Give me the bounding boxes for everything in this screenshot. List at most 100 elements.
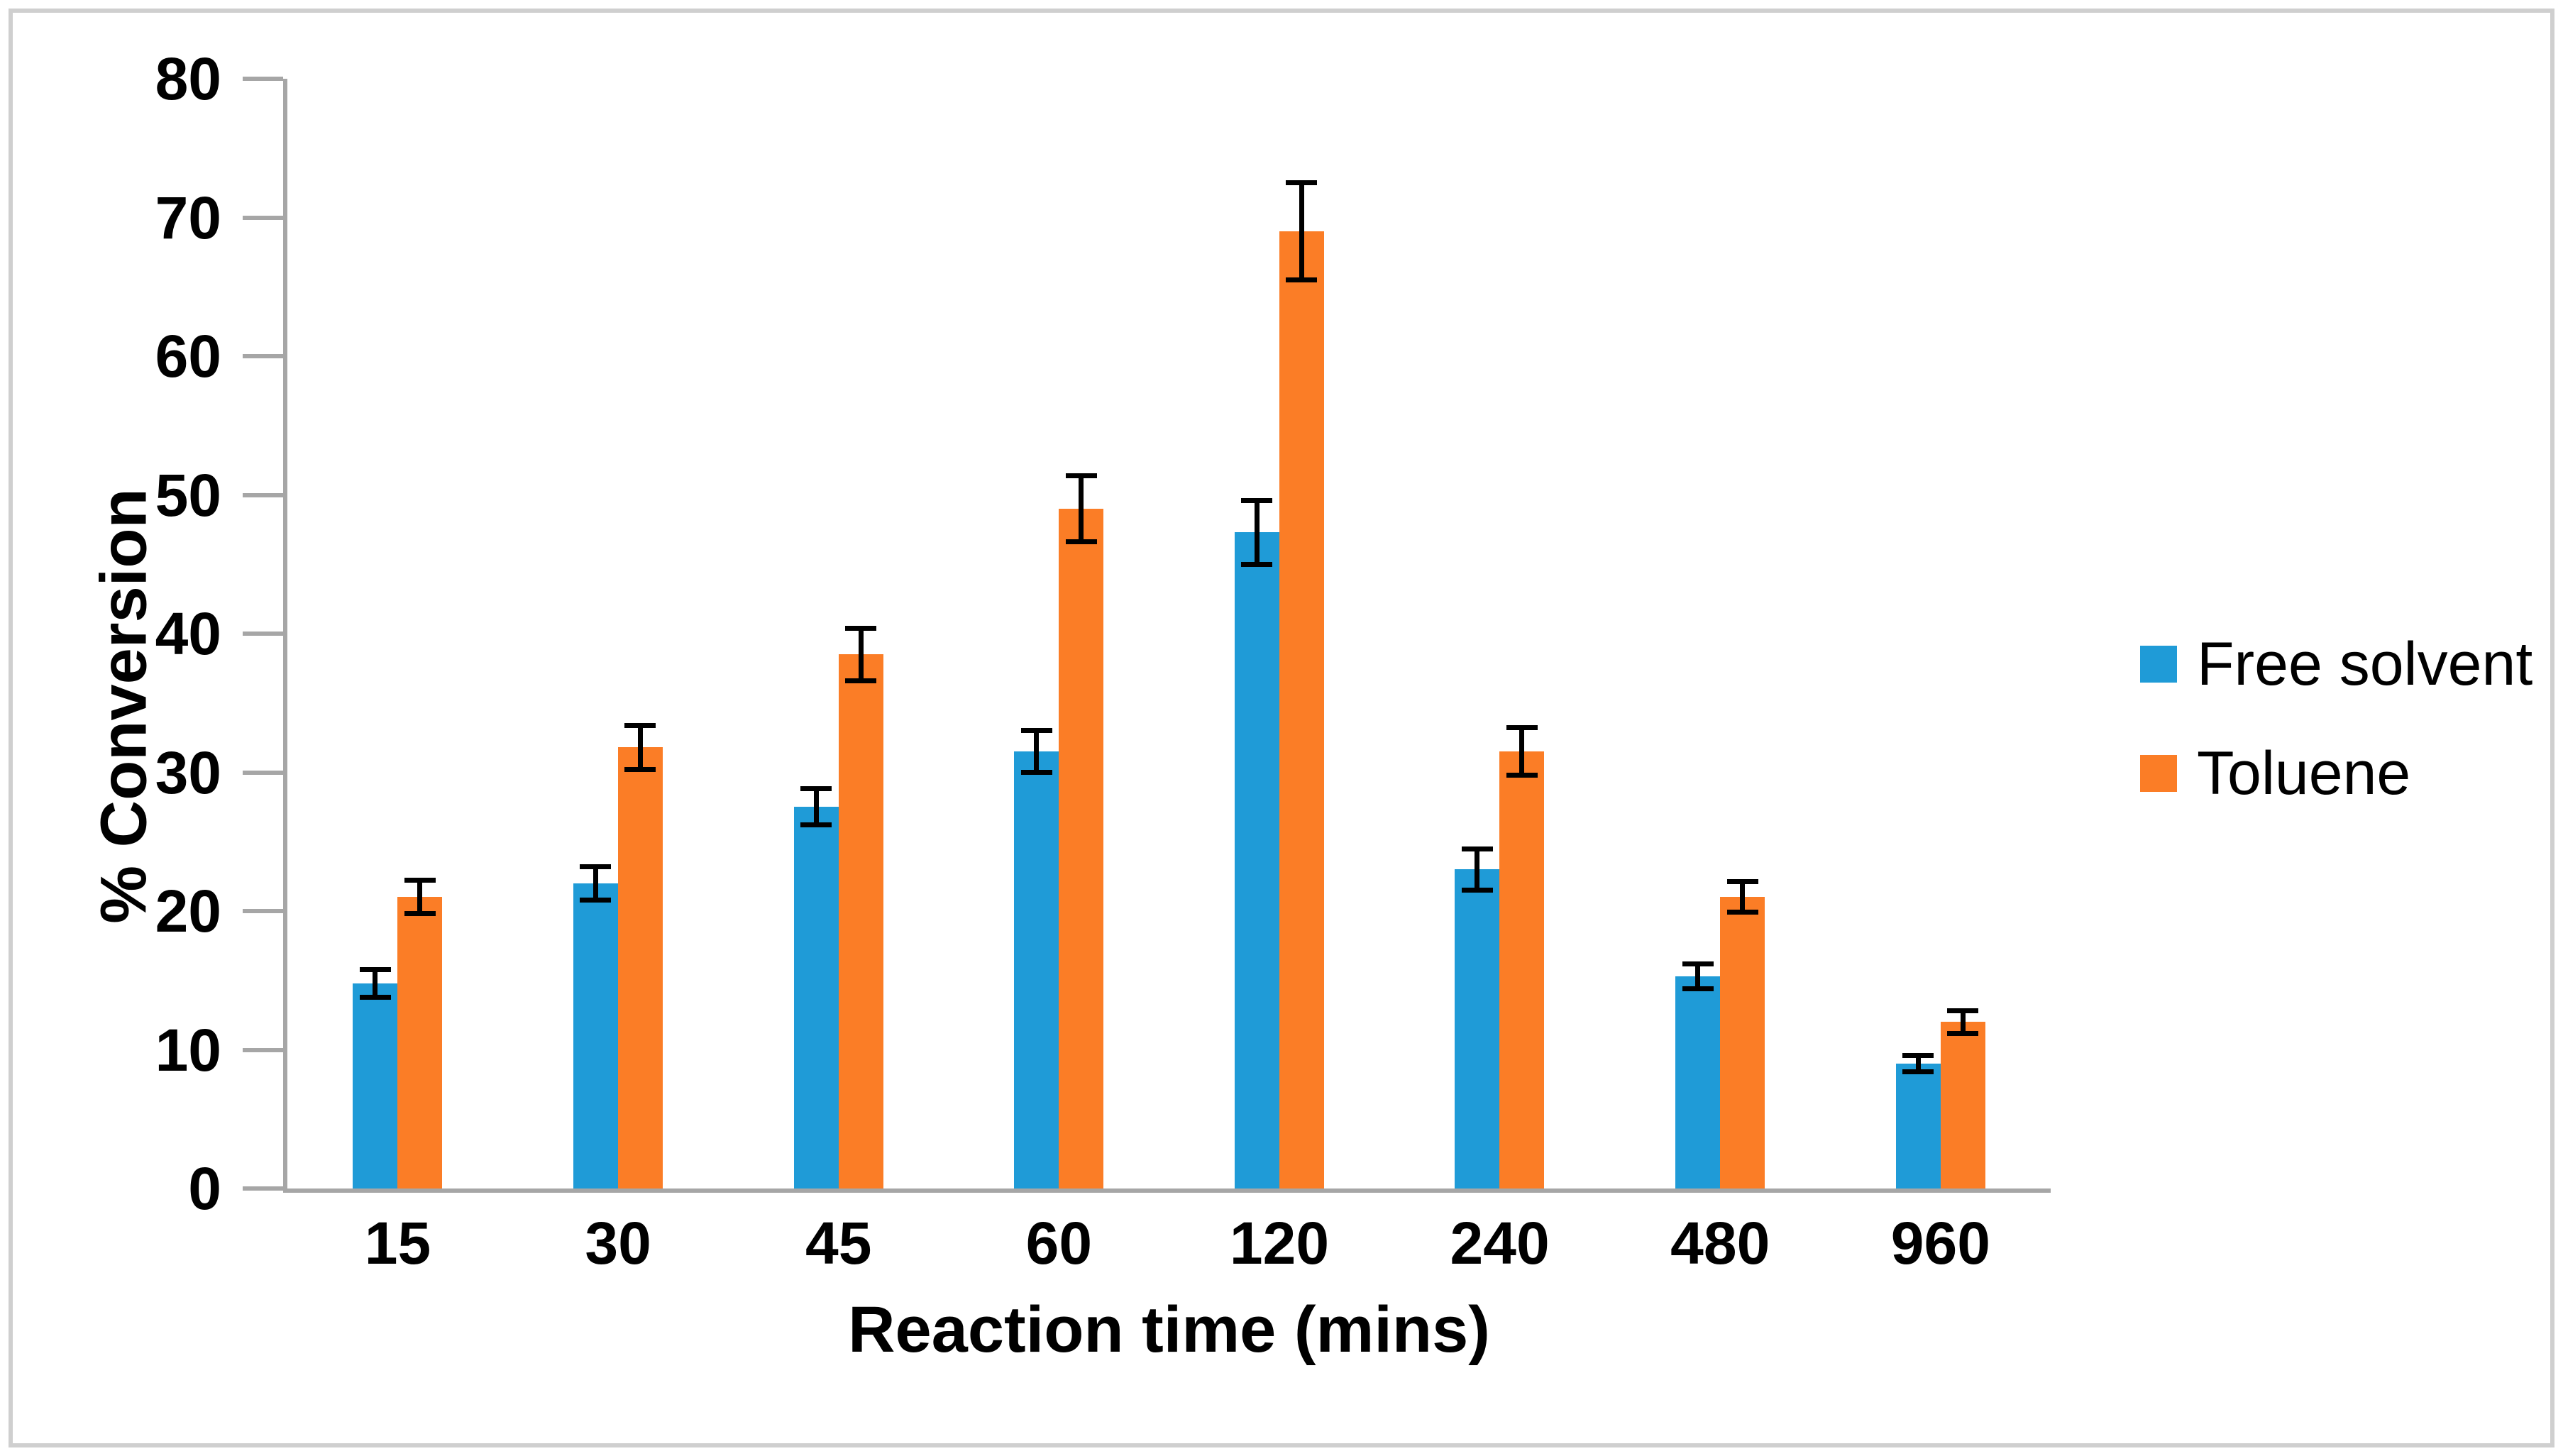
y-axis-line [283,79,287,1193]
error-bar-cap-top [1506,725,1538,731]
y-tick-mark [243,632,283,636]
chart-border [9,9,2554,1447]
bar-toluene-30 [617,747,663,1188]
bar-free-solvent-45 [793,807,839,1188]
error-bar-cap-bottom [1286,277,1318,282]
y-tick-label: 60 [155,323,221,390]
bar-toluene-120 [1279,231,1324,1188]
y-tick-mark [243,354,283,358]
error-bar-free-solvent-120 [1254,500,1260,565]
legend-label-toluene: Toluene [2197,739,2411,807]
error-bar-cap-bottom [1682,986,1714,991]
error-bar-cap-bottom [1020,770,1052,775]
error-bar-cap-top [1286,180,1318,186]
error-bar-toluene-15 [417,880,423,914]
legend-item-free-solvent: Free solvent [2140,630,2533,698]
error-bar-cap-bottom [845,678,877,683]
error-bar-free-solvent-60 [1034,730,1040,773]
error-bar-cap-bottom [1947,1030,1979,1036]
error-bar-cap-bottom [1241,561,1273,567]
y-tick-label: 50 [155,461,221,529]
bar-toluene-240 [1499,751,1545,1188]
y-tick-mark [243,909,283,913]
y-tick-mark [243,215,283,220]
x-tick-label: 120 [1229,1210,1330,1276]
legend-item-toluene: Toluene [2140,739,2532,807]
error-bar-cap-bottom [1461,888,1493,893]
y-tick-mark [243,1186,283,1191]
error-bar-cap-bottom [580,897,612,903]
error-bar-cap-top [1241,497,1273,503]
error-bar-toluene-60 [1079,475,1084,542]
error-bar-cap-top [845,625,877,631]
error-bar-free-solvent-240 [1475,849,1480,890]
x-tick-label: 480 [1670,1210,1770,1276]
y-tick-label: 70 [155,184,221,251]
error-bar-free-solvent-960 [1915,1055,1921,1072]
y-tick-label: 20 [155,878,221,944]
bar-free-solvent-120 [1234,532,1279,1188]
error-bar-free-solvent-480 [1695,964,1701,989]
error-bar-cap-top [1461,846,1493,851]
error-bar-cap-bottom [800,822,832,828]
legend-label-free-solvent: Free solvent [2197,630,2533,698]
y-tick-label: 0 [188,1155,221,1222]
error-bar-free-solvent-30 [592,866,598,900]
y-tick-label: 40 [155,600,221,667]
error-bar-cap-top [580,864,612,869]
bar-toluene-15 [397,897,443,1188]
error-bar-cap-bottom [1902,1069,1934,1075]
legend: Free solvent Toluene [2140,630,2533,861]
error-bar-free-solvent-15 [373,969,378,998]
y-tick-mark [243,492,283,497]
error-bar-cap-bottom [404,911,436,917]
error-bar-cap-top [1726,879,1758,885]
bar-free-solvent-240 [1455,869,1500,1188]
y-tick-mark [243,1047,283,1052]
legend-swatch-free-solvent [2140,646,2177,683]
error-bar-cap-top [359,966,391,972]
x-tick-label: 60 [1025,1210,1093,1276]
error-bar-cap-bottom [1726,910,1758,915]
bar-free-solvent-960 [1895,1064,1941,1188]
error-bar-cap-top [1065,473,1097,478]
error-bar-toluene-480 [1740,881,1746,912]
error-bar-toluene-240 [1519,727,1525,776]
x-tick-label: 240 [1450,1210,1550,1276]
error-bar-cap-top [404,878,436,883]
error-bar-toluene-30 [637,725,643,770]
y-tick-label: 80 [155,45,221,112]
error-bar-cap-bottom [1506,772,1538,778]
bar-free-solvent-30 [573,883,618,1188]
bar-free-solvent-15 [353,983,398,1188]
x-axis-title: Reaction time (mins) [848,1294,1490,1366]
x-tick-label: 960 [1890,1210,1990,1276]
bar-toluene-60 [1059,509,1104,1188]
y-axis-title: % Conversion [87,488,160,924]
error-bar-cap-top [624,722,656,728]
error-bar-toluene-45 [858,628,864,681]
bar-toluene-960 [1940,1022,1985,1188]
y-tick-label: 10 [155,1016,221,1083]
error-bar-toluene-960 [1960,1010,1966,1034]
x-tick-label: 30 [585,1210,651,1276]
legend-swatch-toluene [2140,755,2177,792]
error-bar-cap-bottom [1065,539,1097,545]
x-tick-label: 15 [364,1210,431,1276]
y-tick-mark [243,77,283,81]
error-bar-cap-top [1020,728,1052,734]
y-tick-mark [243,770,283,775]
error-bar-cap-bottom [359,994,391,1000]
x-tick-label: 45 [805,1210,872,1276]
bar-free-solvent-60 [1014,751,1059,1188]
bar-toluene-45 [838,654,883,1188]
error-bar-toluene-120 [1299,182,1304,280]
error-bar-cap-top [1947,1008,1979,1014]
bar-free-solvent-480 [1675,976,1721,1188]
x-axis-line [283,1188,2051,1193]
error-bar-cap-top [1902,1052,1934,1058]
error-bar-cap-top [1682,961,1714,966]
error-bar-cap-top [800,786,832,792]
y-tick-label: 30 [155,739,221,806]
